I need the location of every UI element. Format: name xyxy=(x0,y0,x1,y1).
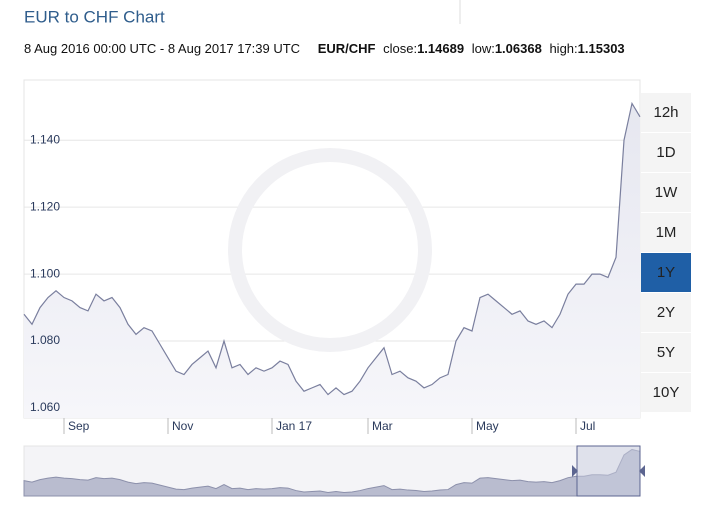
range-button[interactable] xyxy=(641,213,691,252)
high-label: high: xyxy=(549,41,577,56)
range-button[interactable] xyxy=(641,333,691,372)
chart-title: EUR to CHF Chart xyxy=(24,7,165,26)
subtitle: 8 Aug 2016 00:00 UTC - 8 Aug 2017 17:39 … xyxy=(24,41,625,56)
y-tick-label: 1.100 xyxy=(30,266,60,280)
range-button[interactable] xyxy=(641,253,691,292)
range-button-label[interactable]: 12h xyxy=(653,104,678,121)
range-button[interactable] xyxy=(641,173,691,212)
close-label: close: xyxy=(383,41,417,56)
range-button-label[interactable]: 1W xyxy=(655,184,678,201)
y-tick-label: 1.120 xyxy=(30,199,60,213)
pair: EUR/CHF xyxy=(318,41,376,56)
range-button-label[interactable]: 2Y xyxy=(657,304,675,321)
area xyxy=(24,103,640,418)
navigator-marks xyxy=(23,448,641,497)
range-button-label[interactable]: 10Y xyxy=(653,384,680,401)
close-value: 1.14689 xyxy=(417,41,464,56)
range-button-label[interactable]: 5Y xyxy=(657,344,675,361)
range-button[interactable] xyxy=(641,293,691,332)
range-button[interactable] xyxy=(641,133,691,172)
x-tick-label: Sep xyxy=(68,419,90,433)
low-value: 1.06368 xyxy=(495,41,542,56)
low-label: low: xyxy=(472,41,495,56)
range-button[interactable] xyxy=(641,93,691,132)
x-tick-label: May xyxy=(476,419,499,433)
y-tick-label: 1.080 xyxy=(30,333,60,347)
x-tick-label: Nov xyxy=(172,419,193,433)
range-button-label[interactable]: 1Y xyxy=(657,264,675,281)
watermark xyxy=(228,148,432,352)
navigator-area xyxy=(23,448,641,497)
x-tick-label: Jan 17 xyxy=(276,419,312,433)
navigator-window[interactable] xyxy=(576,445,641,497)
range-button-label[interactable]: 1D xyxy=(656,144,675,161)
y-tick-label: 1.060 xyxy=(30,400,60,414)
marks xyxy=(23,101,641,418)
x-tick-label: Jul xyxy=(580,419,595,433)
range-button-label[interactable]: 1M xyxy=(656,224,677,241)
y-tick-label: 1.140 xyxy=(30,132,60,146)
x-tick-label: Mar xyxy=(372,419,393,433)
date-range: 8 Aug 2016 00:00 UTC - 8 Aug 2017 17:39 … xyxy=(24,41,300,56)
range-buttons: 12h 1D 1W 1M 1Y 2Y 5Y 10Y xyxy=(641,93,691,412)
line xyxy=(23,101,641,396)
range-button[interactable] xyxy=(641,373,691,412)
high-value: 1.15303 xyxy=(578,41,625,56)
labels: 1.060 1.080 1.100 1.120 1.140 Sep Nov Jan 17 Mar… xyxy=(30,132,595,434)
